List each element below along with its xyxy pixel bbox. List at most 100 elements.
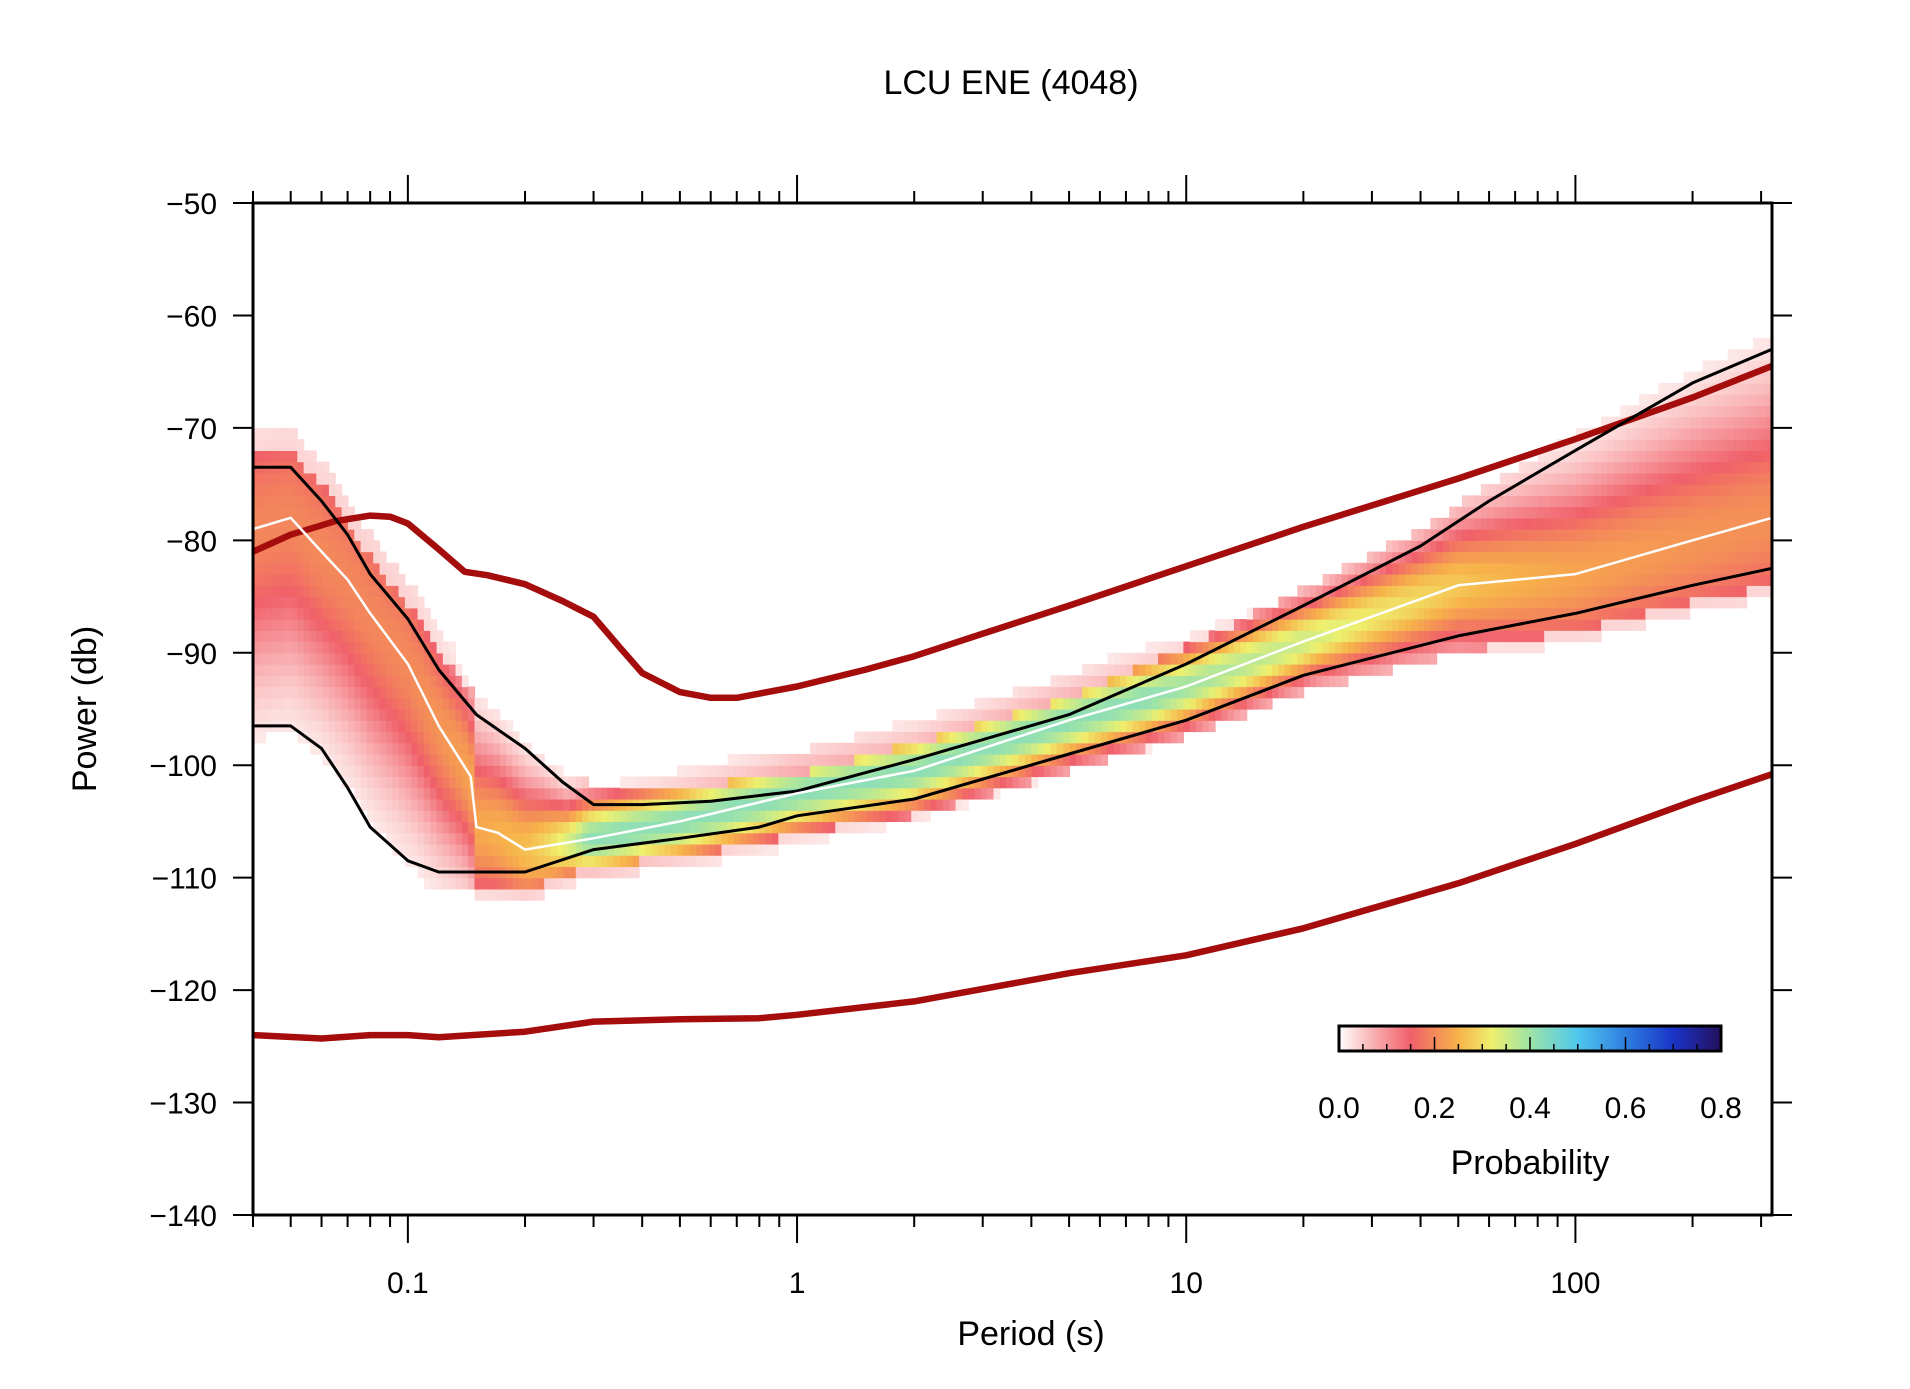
heatmap-cell bbox=[1620, 472, 1628, 485]
heatmap-cell bbox=[854, 810, 862, 823]
x-axis-label: Period (s) bbox=[957, 1315, 1104, 1353]
heatmap-cell bbox=[366, 753, 374, 766]
heatmap-cell bbox=[1525, 630, 1533, 643]
heatmap-cell bbox=[1227, 619, 1235, 631]
heatmap-cell bbox=[613, 832, 621, 845]
heatmap-cell bbox=[1170, 652, 1178, 665]
heatmap-cell bbox=[1740, 596, 1748, 609]
heatmap-cell bbox=[379, 787, 387, 800]
heatmap-cell bbox=[1088, 753, 1096, 766]
heatmap-cell bbox=[1404, 630, 1412, 643]
heatmap-cell bbox=[297, 439, 305, 451]
heatmap-cell bbox=[885, 753, 893, 766]
heatmap-cell bbox=[392, 675, 400, 688]
heatmap-cell bbox=[1601, 596, 1609, 609]
heatmap-cell bbox=[790, 765, 798, 778]
heatmap-cell bbox=[417, 843, 425, 856]
heatmap-cell bbox=[1708, 461, 1716, 474]
heatmap-cell bbox=[1094, 720, 1102, 733]
heatmap-cell bbox=[430, 798, 438, 811]
heatmap-cell bbox=[1417, 641, 1425, 654]
heatmap-cell bbox=[1183, 664, 1191, 676]
heatmap-cell bbox=[803, 821, 811, 834]
heatmap-cell bbox=[1347, 596, 1355, 609]
heatmap-cell bbox=[1468, 574, 1476, 586]
heatmap-cell bbox=[1202, 675, 1210, 688]
heatmap-cell bbox=[1746, 360, 1754, 373]
heatmap-cell bbox=[670, 821, 678, 834]
heatmap-cell bbox=[1487, 484, 1495, 496]
heatmap-cell bbox=[822, 798, 830, 811]
heatmap-cell bbox=[347, 776, 355, 789]
heatmap-cell bbox=[1461, 517, 1469, 530]
heatmap-cell bbox=[1183, 641, 1191, 654]
heatmap-cell bbox=[525, 821, 533, 834]
heatmap-cell bbox=[1309, 596, 1317, 609]
heatmap-cell bbox=[1436, 596, 1444, 609]
heatmap-cell bbox=[1569, 439, 1577, 451]
heatmap-cell bbox=[1468, 596, 1476, 609]
heatmap-cell bbox=[1689, 427, 1697, 440]
heatmap-cell bbox=[366, 720, 374, 733]
heatmap-cell bbox=[1753, 506, 1760, 519]
heatmap-cell bbox=[1404, 574, 1412, 586]
heatmap-cell bbox=[1385, 562, 1393, 575]
heatmap-cell bbox=[347, 585, 355, 598]
heatmap-cell bbox=[1373, 551, 1381, 564]
heatmap-cell bbox=[1506, 540, 1514, 553]
heatmap-cell bbox=[1284, 596, 1292, 609]
heatmap-cell bbox=[1639, 450, 1647, 463]
heatmap-cell bbox=[1607, 596, 1615, 609]
heatmap-cell bbox=[404, 753, 412, 766]
heatmap-cell bbox=[1512, 607, 1520, 620]
heatmap-cell bbox=[1740, 416, 1748, 429]
heatmap-cell bbox=[278, 450, 286, 463]
heatmap-cell bbox=[1575, 495, 1583, 508]
heatmap-cell bbox=[1025, 731, 1033, 744]
heatmap-cell bbox=[1721, 506, 1729, 519]
heatmap-cell bbox=[1639, 540, 1647, 553]
heatmap-cell bbox=[1113, 720, 1121, 733]
heatmap-cell bbox=[360, 607, 368, 620]
heatmap-cell bbox=[442, 855, 450, 868]
heatmap-cell bbox=[335, 540, 343, 553]
heatmap-cell bbox=[860, 753, 868, 766]
heatmap-cell bbox=[309, 529, 317, 541]
heatmap-cell bbox=[1632, 562, 1640, 575]
heatmap-cell bbox=[1449, 596, 1457, 609]
heatmap-cell bbox=[1290, 607, 1298, 620]
heatmap-cell bbox=[537, 776, 545, 789]
heatmap-cell bbox=[322, 484, 330, 496]
heatmap-cell bbox=[1468, 551, 1476, 564]
heatmap-cell bbox=[1651, 394, 1659, 406]
heatmap-cell bbox=[366, 810, 374, 823]
heatmap-cell bbox=[1683, 472, 1691, 485]
heatmap-cell bbox=[1544, 551, 1552, 564]
heatmap-cell bbox=[1753, 517, 1760, 530]
heatmap-cell bbox=[1373, 652, 1381, 665]
heatmap-cell bbox=[1493, 596, 1501, 609]
heatmap-cell bbox=[442, 686, 450, 699]
heatmap-cell bbox=[1461, 574, 1469, 586]
heatmap-cell bbox=[683, 821, 691, 834]
heatmap-cell bbox=[1499, 619, 1507, 631]
heatmap-cell bbox=[1411, 652, 1419, 665]
heatmap-cell bbox=[1696, 371, 1703, 384]
heatmap-cell bbox=[1398, 540, 1406, 553]
heatmap-cell bbox=[987, 765, 995, 778]
heatmap-cell bbox=[607, 832, 615, 845]
heatmap-cell bbox=[297, 540, 305, 553]
heatmap-cell bbox=[1354, 619, 1362, 631]
heatmap-cell bbox=[1721, 540, 1729, 553]
heatmap-cell bbox=[1461, 562, 1469, 575]
heatmap-cell bbox=[1094, 742, 1102, 755]
heatmap-cell bbox=[537, 765, 545, 778]
heatmap-cell bbox=[411, 821, 419, 834]
heatmap-cell bbox=[904, 720, 912, 733]
heatmap-cell bbox=[379, 742, 387, 755]
heatmap-cell bbox=[417, 596, 425, 609]
heatmap-cell bbox=[708, 855, 716, 868]
heatmap-cell bbox=[360, 585, 368, 598]
heatmap-cell bbox=[1544, 517, 1552, 530]
heatmap-cell bbox=[423, 619, 431, 631]
